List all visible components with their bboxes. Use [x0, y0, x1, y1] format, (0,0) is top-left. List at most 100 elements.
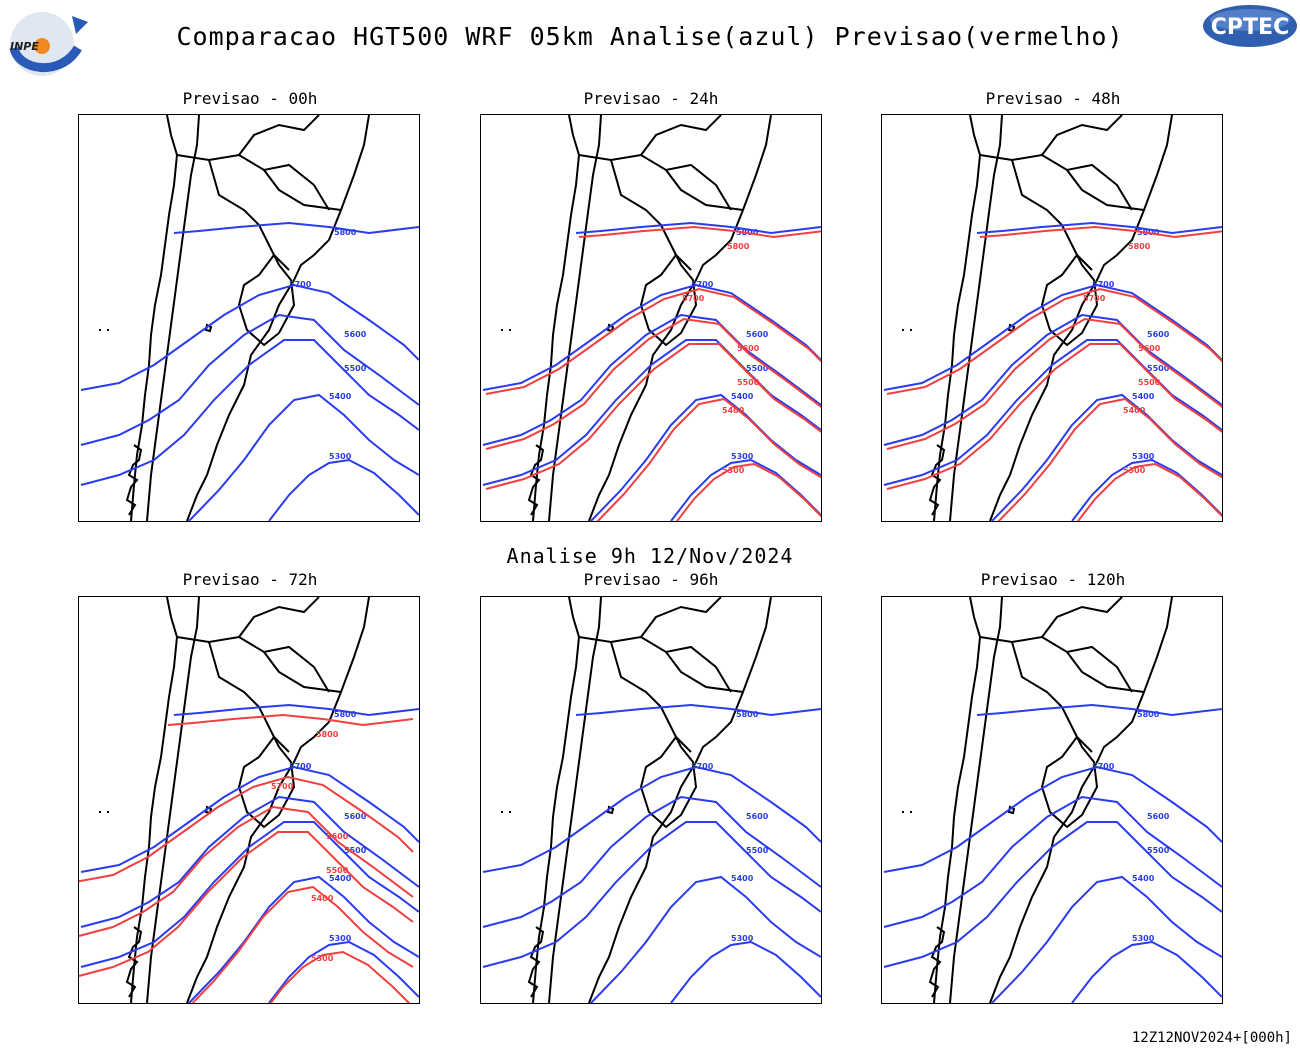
analysis-contour-line: [188, 393, 419, 521]
coastline-path: [588, 597, 772, 1003]
analysis-contours: 5800 5700 5600 5500 5400 5300: [482, 703, 821, 1003]
forecast-contour-line: [1076, 462, 1222, 521]
forecast-contour-label: 5700: [682, 294, 705, 303]
forecast-contour-label: 5300: [1123, 466, 1146, 475]
panel-title-120h: Previsao - 120h: [980, 570, 1126, 589]
forecast-contour-line: [675, 462, 821, 521]
coastline-path: [237, 253, 296, 347]
analysis-contour-line: [590, 393, 821, 521]
coastline-path: [639, 253, 698, 347]
analysis-contour-label: 5500: [344, 364, 367, 373]
coastline-path: [176, 635, 330, 693]
coastline-path: [949, 597, 1003, 1003]
analysis-contour-label: 5700: [1092, 762, 1115, 771]
analysis-contour-line: [482, 339, 821, 486]
forecast-contour-line: [886, 317, 1222, 450]
panel-title-24h: Previsao - 24h: [583, 89, 719, 108]
analysis-contour-line: [575, 703, 821, 717]
map-panel-72h: 5800 5700 5600 5500 5400 5300 5800 5700 5600 5500…: [78, 596, 420, 1004]
coastline-path: [130, 597, 179, 1003]
analysis-contour-label: 5800: [736, 710, 759, 719]
coastline-path: [125, 444, 143, 516]
coastline-borders: [501, 597, 772, 1003]
analysis-contour-label: 5800: [334, 228, 357, 237]
analysis-contour-line: [575, 221, 821, 235]
coastline-path: [532, 597, 581, 1003]
coastline-path: [237, 735, 296, 829]
analysis-contour-line: [482, 821, 821, 968]
analysis-contour-line: [482, 795, 821, 928]
analysis-contour-label: 5600: [1147, 812, 1170, 821]
forecast-contour-line: [167, 713, 414, 727]
forecast-contour-line: [886, 343, 1222, 490]
forecast-contour-line: [979, 225, 1222, 239]
analysis-contour-line: [883, 821, 1222, 968]
analysis-contour-label: 5400: [329, 392, 352, 401]
forecast-contour-label: 5300: [311, 954, 334, 963]
coastline-path: [639, 735, 698, 829]
forecast-contour-line: [485, 317, 821, 450]
analysis-contour-label: 5600: [344, 812, 367, 821]
contour-map-96h: 5800 5700 5600 5500 5400 5300: [482, 597, 821, 1003]
analysis-contour-line: [80, 339, 419, 486]
coastline-path: [532, 115, 581, 521]
analysis-contour-label: 5500: [344, 846, 367, 855]
coastline-path: [263, 651, 342, 693]
analysis-label: Analise 9h 12/Nov/2024: [506, 544, 794, 568]
map-panel-120h: 5800 5700 5600 5500 5400 5300: [881, 596, 1223, 1004]
forecast-contour-line: [886, 287, 1222, 395]
analysis-contour-label: 5800: [334, 710, 357, 719]
forecast-contour-line: [997, 397, 1222, 521]
analysis-contour-label: 5800: [1137, 710, 1160, 719]
map-panel-24h: 5800 5700 5600 5500 5400 5300 5800 5700 5600 5500…: [480, 114, 822, 522]
analysis-contour-line: [80, 821, 419, 968]
forecast-contour-label: 5800: [727, 242, 750, 251]
coastline-path: [588, 115, 772, 521]
analysis-contours: 5800 5700 5600 5500 5400 5300: [482, 221, 821, 521]
forecast-contours: 5800 5700 5600 5500 5400 5300: [485, 225, 821, 521]
analysis-contour-label: 5600: [1147, 330, 1170, 339]
coastline-path: [928, 926, 946, 998]
analysis-contour-line: [482, 283, 821, 391]
analysis-contour-line: [976, 703, 1222, 717]
inpe-logo: INPE: [2, 4, 94, 80]
coastline-path: [1066, 651, 1145, 693]
analysis-contour-label: 5400: [1132, 392, 1155, 401]
coastline-path: [610, 641, 692, 753]
analysis-contour-line: [268, 458, 419, 521]
analysis-contours: 5800 5700 5600 5500 5400 5300: [883, 221, 1222, 521]
coastline-path: [989, 115, 1173, 521]
analysis-contour-line: [482, 313, 821, 446]
analysis-contour-label: 5300: [1132, 452, 1155, 461]
analysis-contour-line: [80, 765, 419, 873]
analysis-contour-label: 5400: [731, 392, 754, 401]
analysis-contour-label: 5300: [329, 452, 352, 461]
coastline-path: [130, 115, 179, 521]
coastline-path: [989, 597, 1173, 1003]
coastline-path: [578, 635, 732, 693]
analysis-contour-line: [991, 875, 1222, 1003]
analysis-contour-label: 5500: [746, 364, 769, 373]
analysis-contour-label: 5300: [731, 452, 754, 461]
coastline-path: [640, 597, 722, 638]
coastline-path: [610, 159, 692, 271]
forecast-contour-label: 5600: [737, 344, 760, 353]
analysis-contours: 5800 5700 5600 5500 5400 5300: [80, 221, 419, 521]
map-panel-00h: 5800 5700 5600 5500 5400 5300: [78, 114, 420, 522]
analysis-contour-label: 5500: [746, 846, 769, 855]
forecast-contour-label: 5800: [316, 730, 339, 739]
forecast-contour-line: [596, 397, 821, 521]
coastline-path: [1011, 159, 1093, 271]
forecast-contour-line: [79, 805, 414, 937]
analysis-contour-line: [173, 221, 419, 235]
analysis-contour-label: 5700: [1092, 280, 1115, 289]
forecast-contour-label: 5600: [326, 832, 349, 841]
coastline-path: [176, 153, 330, 211]
page-title: Comparacao HGT500 WRF 05km Analise(azul)…: [176, 22, 1124, 51]
analysis-contour-line: [991, 393, 1222, 521]
analysis-contour-line: [670, 940, 821, 1003]
coastline-path: [933, 115, 982, 521]
